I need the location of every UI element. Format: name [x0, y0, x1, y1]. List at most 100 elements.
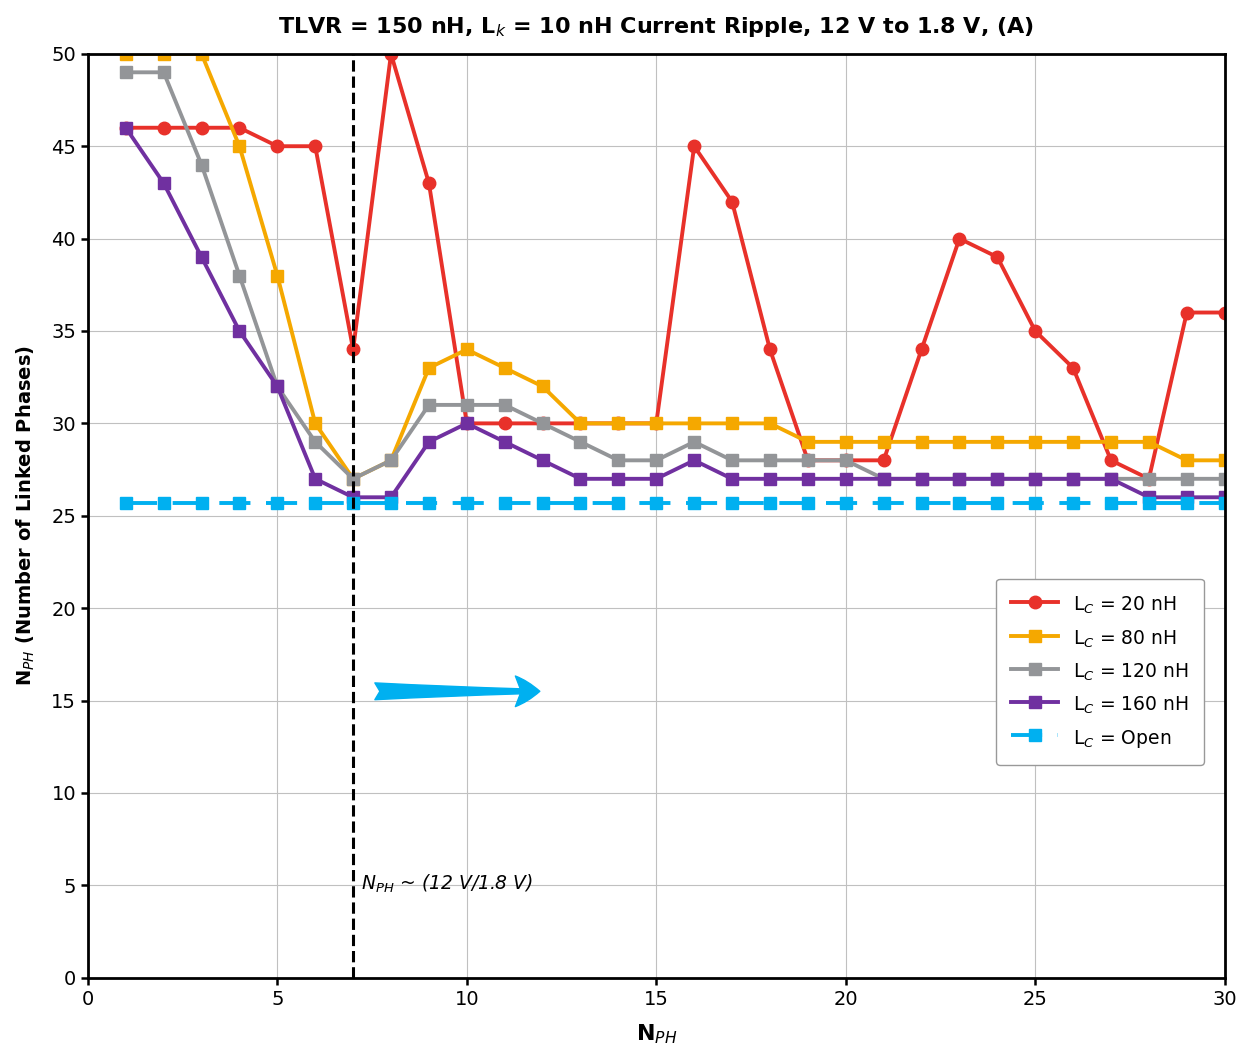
- L$_C$ = 20 nH: [1179, 307, 1194, 319]
- L$_C$ = 120 nH: [762, 454, 777, 467]
- L$_C$ = 20 nH: [459, 417, 475, 430]
- L$_C$ = 20 nH: [839, 454, 854, 467]
- L$_C$ = 80 nH: [725, 417, 740, 430]
- L$_C$ = Open: [1179, 497, 1194, 509]
- L$_C$ = 160 nH: [308, 472, 323, 485]
- L$_C$ = 80 nH: [383, 454, 398, 467]
- X-axis label: N$_{PH}$: N$_{PH}$: [636, 1023, 677, 1046]
- L$_C$ = 80 nH: [914, 435, 929, 448]
- L$_C$ = Open: [1028, 497, 1043, 509]
- L$_C$ = 120 nH: [1179, 472, 1194, 485]
- L$_C$ = 120 nH: [422, 399, 437, 412]
- L$_C$ = Open: [952, 497, 967, 509]
- L$_C$ = 160 nH: [914, 472, 929, 485]
- L$_C$ = Open: [800, 497, 815, 509]
- L$_C$ = 20 nH: [800, 454, 815, 467]
- L$_C$ = 80 nH: [194, 48, 209, 60]
- L$_C$ = 80 nH: [422, 362, 437, 375]
- L$_C$ = 160 nH: [194, 250, 209, 263]
- L$_C$ = Open: [535, 497, 550, 509]
- L$_C$ = 160 nH: [497, 435, 512, 448]
- L$_C$ = Open: [573, 497, 588, 509]
- L$_C$ = 120 nH: [497, 399, 512, 412]
- L$_C$ = Open: [762, 497, 777, 509]
- L$_C$ = Open: [839, 497, 854, 509]
- L$_C$ = 160 nH: [990, 472, 1005, 485]
- L$_C$ = 80 nH: [1028, 435, 1043, 448]
- L$_C$ = 120 nH: [725, 454, 740, 467]
- L$_C$ = 160 nH: [422, 435, 437, 448]
- L$_C$ = 120 nH: [990, 472, 1005, 485]
- L$_C$ = 80 nH: [762, 417, 777, 430]
- L$_C$ = 20 nH: [876, 454, 891, 467]
- Legend: L$_C$ = 20 nH, L$_C$ = 80 nH, L$_C$ = 120 nH, L$_C$ = 160 nH, L$_C$ = Open: L$_C$ = 20 nH, L$_C$ = 80 nH, L$_C$ = 12…: [997, 578, 1204, 765]
- L$_C$ = Open: [383, 497, 398, 509]
- L$_C$ = 20 nH: [308, 140, 323, 153]
- L$_C$ = 120 nH: [839, 454, 854, 467]
- L$_C$ = 80 nH: [649, 417, 664, 430]
- L$_C$ = 160 nH: [611, 472, 626, 485]
- L$_C$ = 160 nH: [725, 472, 740, 485]
- L$_C$ = Open: [1217, 497, 1232, 509]
- L$_C$ = 120 nH: [649, 454, 664, 467]
- L$_C$ = 20 nH: [422, 177, 437, 190]
- L$_C$ = 80 nH: [990, 435, 1005, 448]
- L$_C$ = 20 nH: [1065, 362, 1080, 375]
- L$_C$ = 160 nH: [270, 380, 285, 393]
- L$_C$ = 20 nH: [990, 250, 1005, 263]
- L$_C$ = 120 nH: [573, 435, 588, 448]
- L$_C$ = 20 nH: [573, 417, 588, 430]
- L$_C$ = 20 nH: [649, 417, 664, 430]
- L$_C$ = 120 nH: [914, 472, 929, 485]
- L$_C$ = 160 nH: [1179, 491, 1194, 504]
- L$_C$ = 20 nH: [194, 121, 209, 134]
- L$_C$ = Open: [1065, 497, 1080, 509]
- L$_C$ = 80 nH: [686, 417, 701, 430]
- L$_C$ = 20 nH: [270, 140, 285, 153]
- L$_C$ = 120 nH: [346, 472, 361, 485]
- L$_C$ = 80 nH: [573, 417, 588, 430]
- L$_C$ = 120 nH: [952, 472, 967, 485]
- L$_C$ = 20 nH: [1142, 472, 1157, 485]
- L$_C$ = 120 nH: [459, 399, 475, 412]
- L$_C$ = 160 nH: [686, 454, 701, 467]
- L$_C$ = 20 nH: [535, 417, 550, 430]
- Line: L$_C$ = 80 nH: L$_C$ = 80 nH: [120, 49, 1231, 485]
- L$_C$ = 160 nH: [1065, 472, 1080, 485]
- L$_C$ = 160 nH: [535, 454, 550, 467]
- L$_C$ = 120 nH: [194, 158, 209, 171]
- L$_C$ = 120 nH: [686, 435, 701, 448]
- L$_C$ = Open: [725, 497, 740, 509]
- L$_C$ = 20 nH: [1217, 307, 1232, 319]
- L$_C$ = Open: [1142, 497, 1157, 509]
- L$_C$ = 160 nH: [346, 491, 361, 504]
- L$_C$ = 20 nH: [383, 48, 398, 60]
- L$_C$ = 80 nH: [611, 417, 626, 430]
- L$_C$ = Open: [422, 497, 437, 509]
- L$_C$ = 120 nH: [1028, 472, 1043, 485]
- L$_C$ = 160 nH: [839, 472, 854, 485]
- L$_C$ = 80 nH: [232, 140, 247, 153]
- L$_C$ = 120 nH: [1103, 472, 1118, 485]
- L$_C$ = Open: [914, 497, 929, 509]
- L$_C$ = Open: [990, 497, 1005, 509]
- L$_C$ = 20 nH: [118, 121, 133, 134]
- L$_C$ = 20 nH: [611, 417, 626, 430]
- L$_C$ = 20 nH: [1028, 325, 1043, 337]
- L$_C$ = 80 nH: [497, 362, 512, 375]
- L$_C$ = 80 nH: [1103, 435, 1118, 448]
- L$_C$ = 120 nH: [308, 435, 323, 448]
- L$_C$ = 80 nH: [1179, 454, 1194, 467]
- L$_C$ = Open: [686, 497, 701, 509]
- L$_C$ = 80 nH: [839, 435, 854, 448]
- L$_C$ = Open: [232, 497, 247, 509]
- L$_C$ = Open: [270, 497, 285, 509]
- L$_C$ = 80 nH: [459, 343, 475, 355]
- L$_C$ = 120 nH: [270, 380, 285, 393]
- Title: TLVR = 150 nH, L$_k$ = 10 nH Current Ripple, 12 V to 1.8 V, (A): TLVR = 150 nH, L$_k$ = 10 nH Current Rip…: [278, 15, 1034, 39]
- L$_C$ = 120 nH: [800, 454, 815, 467]
- L$_C$ = 80 nH: [1217, 454, 1232, 467]
- L$_C$ = Open: [194, 497, 209, 509]
- L$_C$ = 160 nH: [232, 325, 247, 337]
- L$_C$ = 20 nH: [497, 417, 512, 430]
